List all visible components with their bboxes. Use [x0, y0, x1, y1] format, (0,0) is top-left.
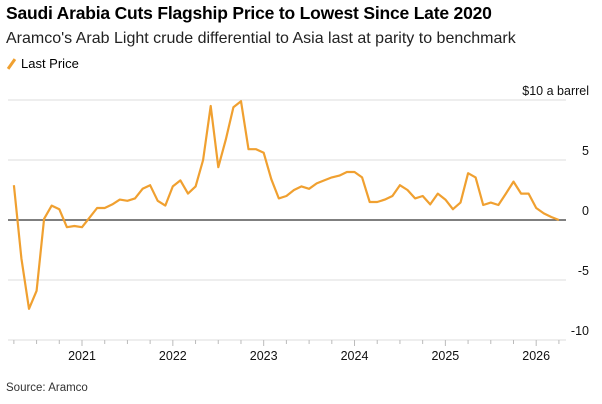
- chart-title: Saudi Arabia Cuts Flagship Price to Lowe…: [6, 3, 492, 23]
- source-note: Source: Aramco: [6, 382, 88, 394]
- y-tick-label: -10: [571, 324, 589, 338]
- y-tick-label: $10 a barrel: [522, 84, 589, 98]
- y-tick-label: -5: [578, 264, 589, 278]
- chart-subtitle: Aramco's Arab Light crude differential t…: [6, 30, 516, 47]
- x-tick-label: 2024: [341, 349, 369, 363]
- x-tick-label: 2025: [431, 349, 459, 363]
- y-tick-label: 0: [582, 204, 589, 218]
- series-line-last-price: [12, 100, 560, 310]
- legend-label: Last Price: [21, 56, 79, 71]
- x-tick-label: 2023: [250, 349, 278, 363]
- x-tick-label: 2026: [522, 349, 550, 363]
- legend: Last Price: [6, 56, 79, 71]
- x-tick-label: 2021: [68, 349, 96, 363]
- y-tick-label: 5: [582, 144, 589, 158]
- x-tick-label: 2022: [159, 349, 187, 363]
